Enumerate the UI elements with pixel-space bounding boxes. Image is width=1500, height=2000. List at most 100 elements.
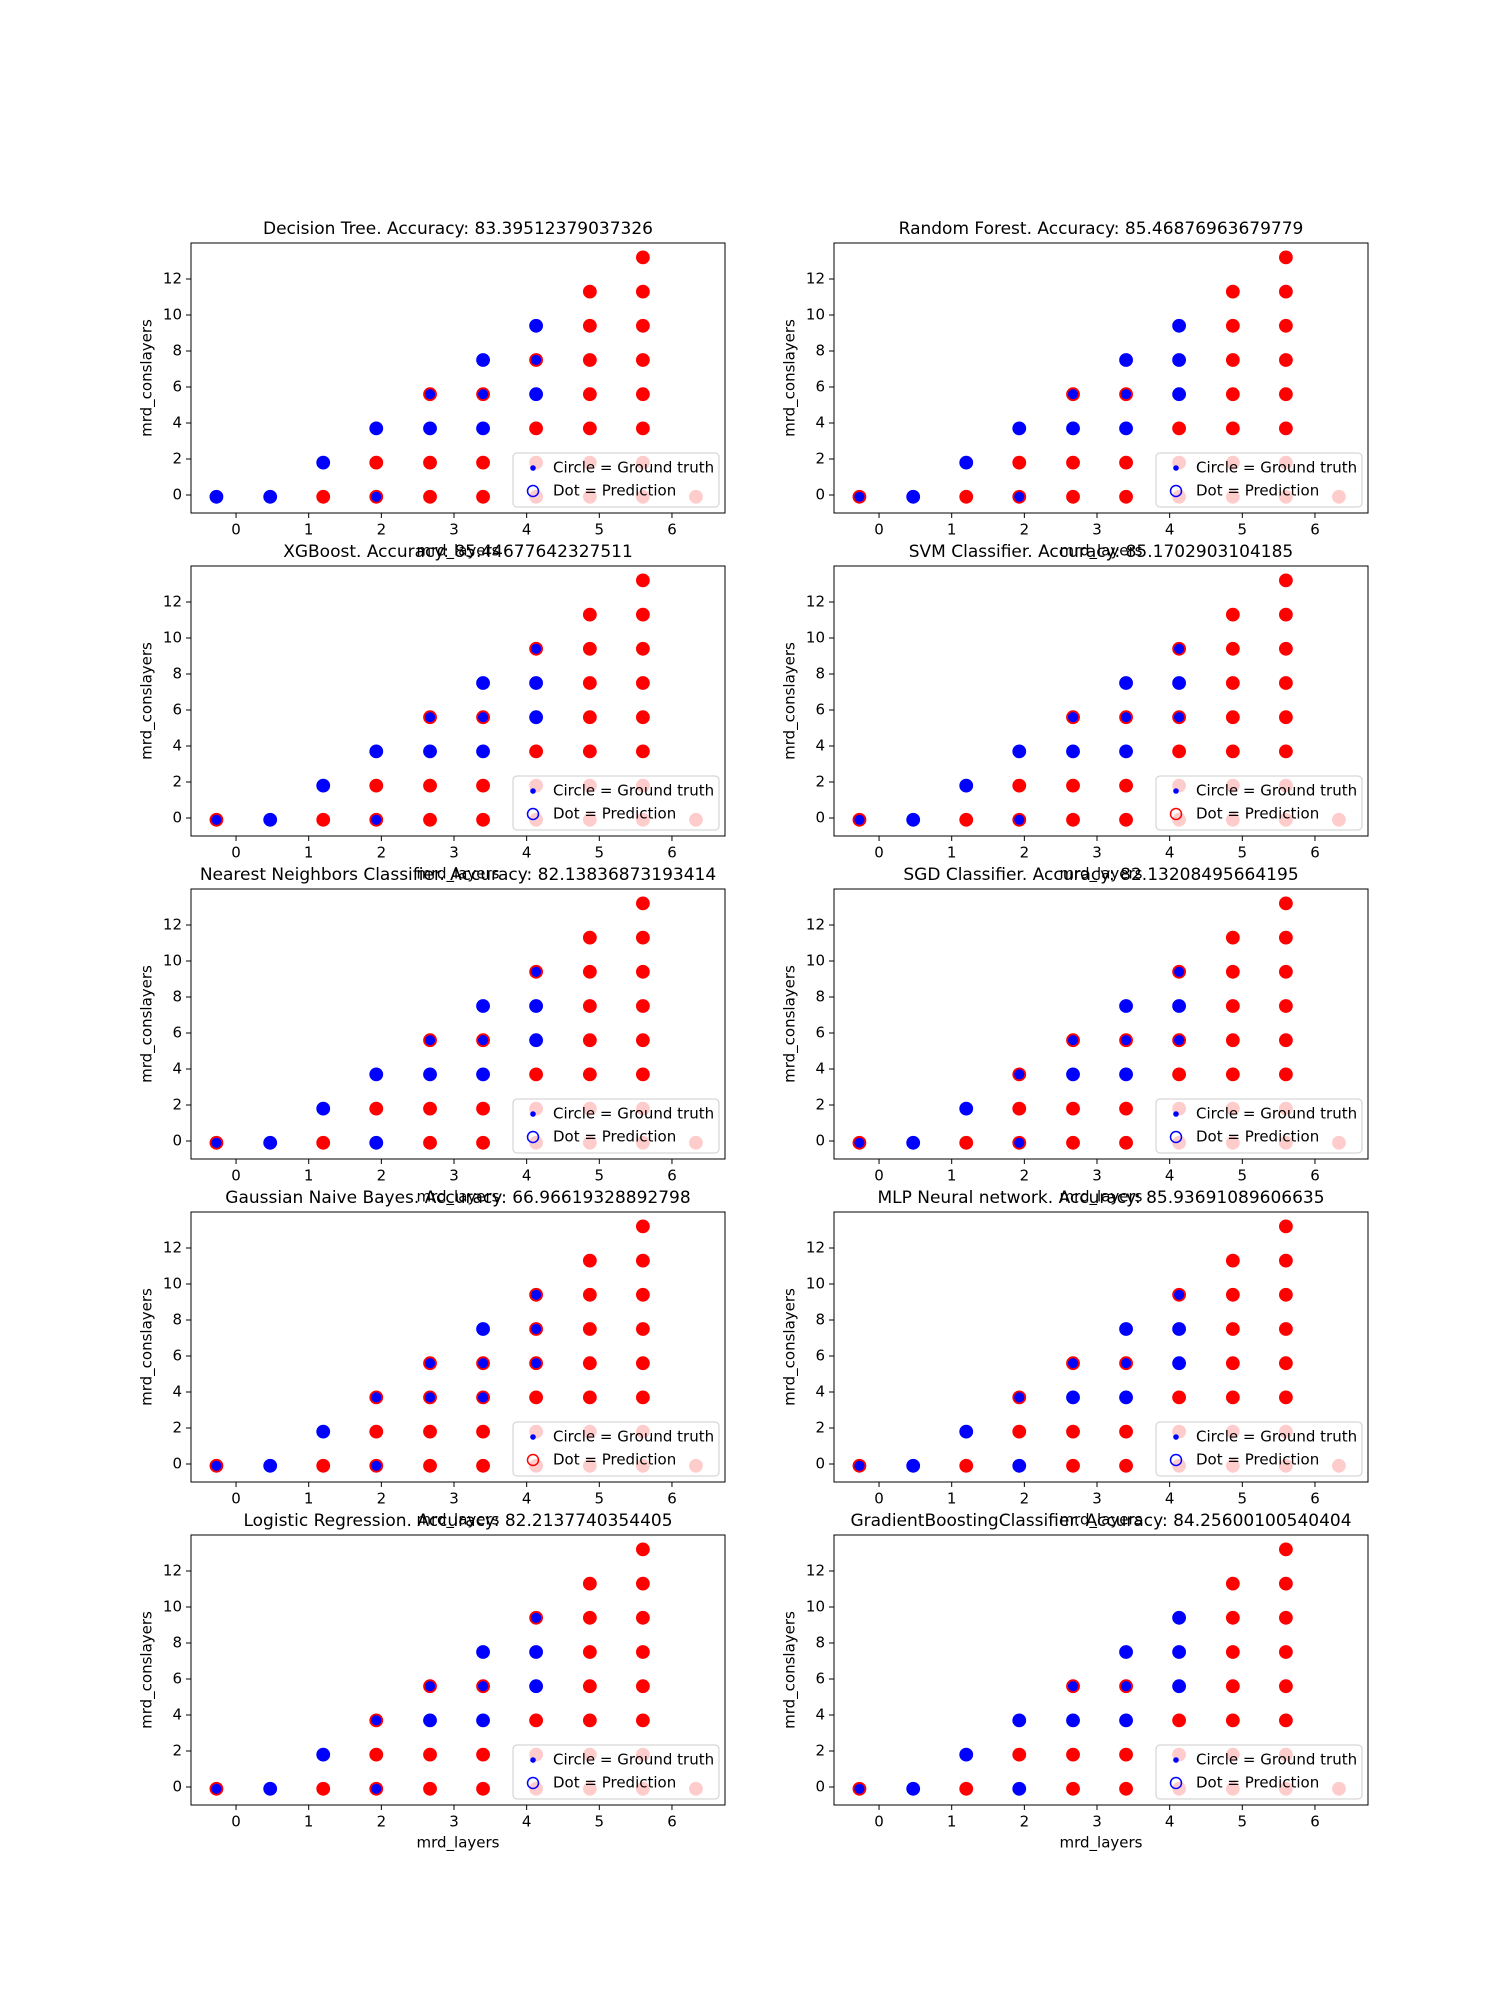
legend-marker xyxy=(1169,1130,1183,1144)
prediction-point xyxy=(476,1645,490,1659)
prediction-point xyxy=(529,1287,544,1302)
prediction-point xyxy=(1279,607,1293,622)
legend-label: Circle = Ground truth xyxy=(1196,1751,1357,1769)
prediction-point xyxy=(1119,710,1133,725)
ground-truth-point xyxy=(1279,999,1293,1013)
ground-truth-point xyxy=(369,490,383,504)
prediction-point xyxy=(1279,1390,1293,1405)
prediction-point xyxy=(636,999,650,1013)
ground-truth-point xyxy=(906,1782,920,1796)
legend-box xyxy=(1155,1421,1363,1477)
legend-label: Dot = Prediction xyxy=(1196,805,1319,823)
y-axis-label: mrd_conslayers xyxy=(138,319,157,437)
prediction-point xyxy=(1066,1781,1080,1796)
prediction-point xyxy=(369,1713,384,1728)
ground-truth-point xyxy=(529,421,543,435)
ground-truth-point xyxy=(476,1356,490,1370)
legend-label: Circle = Ground truth xyxy=(1196,1105,1357,1123)
x-tick-label: 4 xyxy=(1165,1167,1175,1185)
x-axis-label: mrd_layers xyxy=(1060,542,1143,561)
x-tick-label: 0 xyxy=(874,844,884,862)
prediction-point xyxy=(423,1101,437,1116)
ground-truth-point xyxy=(583,421,597,435)
ground-truth-point xyxy=(1119,1782,1133,1796)
y-tick-label: 2 xyxy=(815,1419,825,1437)
ground-truth-point xyxy=(423,1679,437,1693)
ground-truth-point xyxy=(423,813,437,827)
x-tick-label: 0 xyxy=(874,521,884,539)
prediction-point xyxy=(423,1679,437,1694)
prediction-point xyxy=(529,710,544,725)
prediction-point xyxy=(263,1135,278,1150)
legend-marker xyxy=(526,1776,540,1790)
prediction-point xyxy=(582,1645,597,1659)
ground-truth-point xyxy=(1066,1679,1080,1693)
ground-truth-point xyxy=(1119,676,1133,690)
prediction-point xyxy=(476,1322,490,1336)
ground-truth-point xyxy=(423,1713,437,1727)
x-tick-label: 3 xyxy=(449,1813,459,1831)
legend-label: Circle = Ground truth xyxy=(553,1105,714,1123)
prediction-point xyxy=(1225,1253,1240,1268)
ground-truth-point xyxy=(959,1425,973,1439)
ground-truth-point xyxy=(1066,1390,1080,1404)
x-axis-label: mrd_layers xyxy=(417,1188,500,1207)
prediction-point xyxy=(1119,1322,1133,1336)
ground-truth-point xyxy=(583,1067,597,1081)
ground-truth-point xyxy=(316,1782,330,1796)
prediction-point xyxy=(1225,744,1240,759)
y-tick-label: 12 xyxy=(806,916,825,934)
prediction-point xyxy=(1119,421,1133,436)
x-tick-label: 0 xyxy=(231,1490,241,1508)
ground-truth-point xyxy=(423,779,437,793)
y-tick-label: 4 xyxy=(815,414,825,432)
ground-truth-point xyxy=(476,1425,490,1439)
prediction-point xyxy=(316,1747,331,1762)
prediction-point xyxy=(369,1781,384,1796)
ground-truth-point xyxy=(1119,744,1133,758)
ground-truth-point xyxy=(1279,931,1293,945)
prediction-point xyxy=(369,421,384,436)
prediction-point xyxy=(1119,1390,1133,1405)
prediction-point xyxy=(636,676,650,690)
prediction-point xyxy=(369,1424,384,1439)
ground-truth-point xyxy=(1012,1748,1026,1762)
ground-truth-point xyxy=(529,1679,543,1693)
x-tick-label: 2 xyxy=(1020,844,1030,862)
x-tick-label: 1 xyxy=(304,1167,314,1185)
prediction-point xyxy=(1119,1747,1133,1762)
ground-truth-point xyxy=(476,676,490,690)
ground-truth-point xyxy=(1066,387,1080,401)
prediction-point xyxy=(1279,930,1293,945)
prediction-point xyxy=(636,744,650,759)
ground-truth-point xyxy=(1226,642,1240,656)
subplot-title: Logistic Regression. Accuracy: 82.213774… xyxy=(243,1511,672,1531)
prediction-point xyxy=(582,1610,597,1625)
ground-truth-point xyxy=(529,1390,543,1404)
prediction-point xyxy=(1172,999,1187,1013)
prediction-point xyxy=(1279,1219,1293,1234)
prediction-point xyxy=(316,455,331,470)
prediction-point xyxy=(1172,1287,1187,1302)
legend-label: Dot = Prediction xyxy=(553,1774,676,1792)
ground-truth-point xyxy=(1119,1102,1133,1116)
ground-truth-point xyxy=(1226,710,1240,724)
x-tick-label: 1 xyxy=(947,1490,957,1508)
legend-label: Dot = Prediction xyxy=(553,805,676,823)
ground-truth-point xyxy=(1279,421,1293,435)
prediction-point xyxy=(906,812,921,827)
ground-truth-point xyxy=(1012,1102,1026,1116)
ground-truth-point xyxy=(1226,387,1240,401)
ground-truth-point xyxy=(423,1067,437,1081)
x-tick-label: 2 xyxy=(1020,1490,1030,1508)
ground-truth-point xyxy=(1226,421,1240,435)
ground-truth-point xyxy=(1279,1288,1293,1302)
ground-truth-point xyxy=(476,421,490,435)
y-tick-label: 12 xyxy=(806,593,825,611)
x-tick-label: 5 xyxy=(595,1490,605,1508)
prediction-point xyxy=(1225,964,1240,979)
prediction-point xyxy=(636,641,650,656)
ground-truth-point xyxy=(1279,285,1293,299)
ground-truth-point xyxy=(476,1067,490,1081)
prediction-point xyxy=(1279,744,1293,759)
